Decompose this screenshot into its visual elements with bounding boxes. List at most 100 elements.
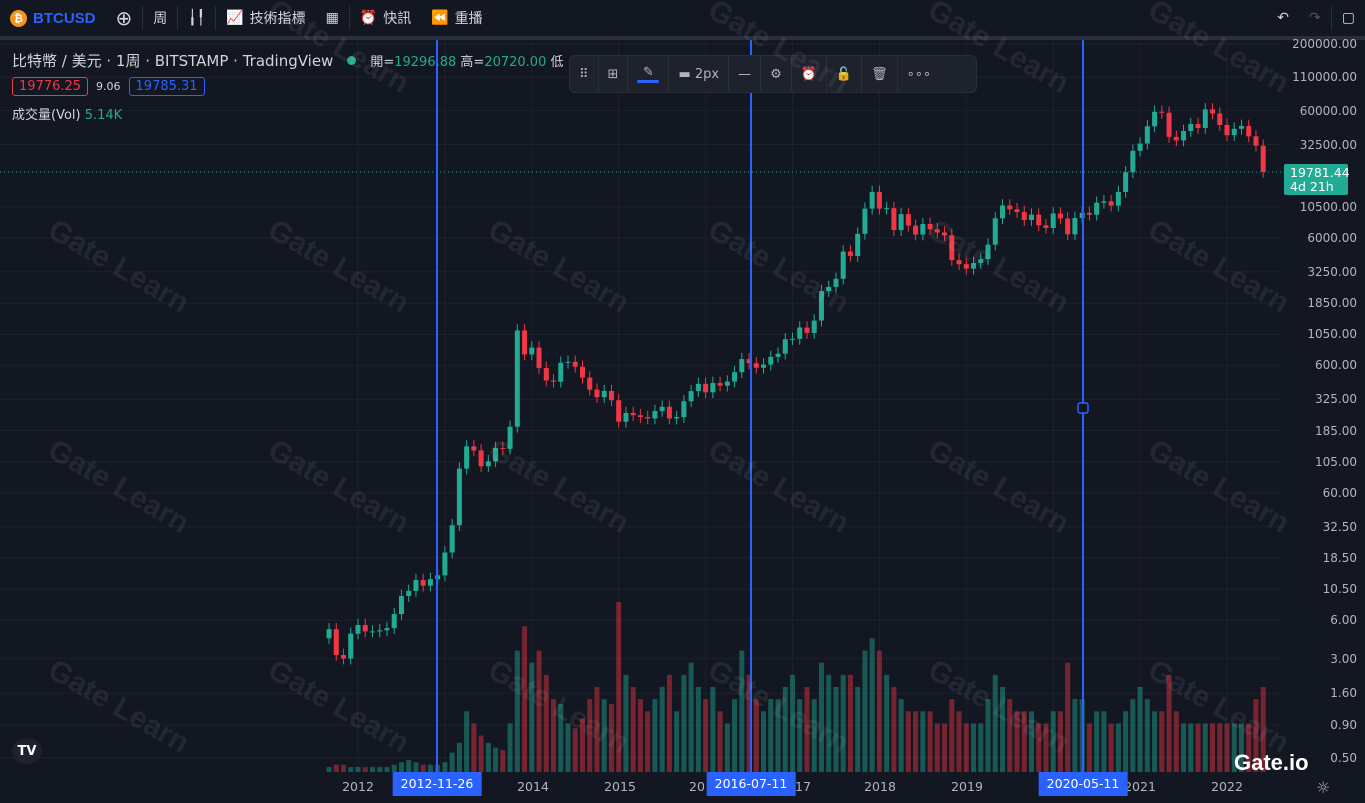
price-tick-label: 325.00 [1315, 392, 1357, 407]
replay-button[interactable]: ⏪ 重播 [421, 0, 492, 36]
candle-body [898, 214, 904, 231]
indicators-button[interactable]: 📈 技術指標 [216, 0, 315, 36]
volume-bar [659, 687, 665, 772]
date-marker: 2020-05-11 [1038, 772, 1128, 796]
volume-bar [710, 687, 716, 772]
candle-body [572, 361, 578, 367]
volume-label: 成交量(Vol) [12, 108, 81, 123]
candle-body [1159, 111, 1165, 113]
candle-body [833, 278, 839, 287]
time-axis[interactable]: 2012 2014 2015 20 17 2018 2019 2021 2022 2012-11-… [0, 772, 1282, 803]
tradingview-logo[interactable]: TV [12, 738, 42, 764]
line-color-button[interactable]: ✎ [628, 56, 670, 92]
volume-bar [884, 674, 890, 772]
buy-button[interactable]: 19785.31 [128, 77, 205, 96]
gear-icon: ⚙ [770, 66, 782, 82]
drag-handle[interactable]: ⠿ [570, 56, 599, 92]
volume-bar [1028, 711, 1034, 772]
candle-body [1072, 217, 1078, 235]
time-tick-label: 2019 [951, 779, 983, 794]
volume-bar [934, 723, 940, 772]
undo-button[interactable]: ↶ [1267, 0, 1299, 36]
volume-bar [847, 674, 853, 772]
drawing-handle[interactable] [1077, 402, 1089, 414]
interval-button[interactable]: 周 [153, 11, 168, 27]
layout-button[interactable]: ▦ [316, 0, 349, 36]
price-chart[interactable] [0, 40, 1282, 772]
more-icon: ∘∘∘ [906, 66, 932, 82]
candle-body [1253, 136, 1259, 146]
candle-body [818, 291, 824, 321]
candle-body [674, 417, 680, 419]
candle-body [391, 614, 397, 629]
candle-body [1202, 109, 1208, 129]
add-alert-button[interactable]: ⏰ [792, 56, 827, 92]
divider [348, 6, 350, 30]
volume-bar [1253, 699, 1259, 772]
undo-icon: ↶ [1277, 10, 1290, 26]
current-price-tag: 19781.44 4d 21h [1284, 164, 1350, 195]
fullscreen-button[interactable]: ▢ [1332, 0, 1365, 36]
volume-bar [384, 767, 390, 772]
volume-bar [898, 699, 904, 772]
candle-body [333, 629, 339, 655]
sell-button[interactable]: 19776.25 [12, 77, 89, 96]
volume-bar [1159, 711, 1165, 772]
candle-body [884, 208, 890, 210]
volume-bar [464, 711, 470, 772]
candle-body [688, 391, 694, 402]
candle-body [587, 377, 593, 390]
line-style-button[interactable]: — [729, 56, 762, 92]
volume-bar [790, 674, 795, 772]
candle-body [913, 225, 919, 235]
volume-bar [666, 674, 672, 772]
candle-body [746, 359, 752, 364]
candle-body [1014, 209, 1020, 213]
chart-type-button[interactable]: ╽╿ [178, 0, 215, 36]
volume-bar [1144, 699, 1150, 772]
template-button[interactable]: ⊞ [599, 56, 629, 92]
top-toolbar: ₿ BTCUSD ⊕ 周 ╽╿ 📈 技術指標 ▦ ⏰ 快訊 ⏪ 重播 ↶ ↷ ▢ [0, 0, 1365, 40]
settings-sun-icon[interactable]: ☼ [1316, 778, 1331, 797]
volume-bar [449, 752, 455, 772]
lock-button[interactable]: 🔓 [827, 56, 863, 92]
grid-icon: ▦ [325, 10, 339, 26]
high-value: 20720.00 [484, 55, 547, 70]
symbol-search[interactable]: ₿ BTCUSD [0, 0, 106, 36]
redo-button[interactable]: ↷ [1299, 0, 1331, 36]
volume-bar [681, 674, 687, 772]
line-width-button[interactable]: ▬ 2px [669, 56, 730, 92]
settings-button[interactable]: ⚙ [761, 56, 792, 92]
candle-body [1123, 172, 1129, 192]
price-tick-label: 32.50 [1322, 519, 1357, 534]
price-axis[interactable]: 200000.00 110000.00 60000.00 32500.00 10500.… [1282, 37, 1365, 772]
candle-body [963, 264, 969, 269]
candle-body [1094, 202, 1100, 215]
candle-body [456, 468, 462, 526]
volume-bar [891, 687, 897, 772]
volume-bar [913, 711, 919, 772]
more-button[interactable]: ∘∘∘ [898, 56, 940, 92]
price-tick-label: 1050.00 [1307, 327, 1357, 342]
candle-body [1101, 201, 1107, 203]
date-marker: 2012-11-26 [392, 772, 482, 796]
grid-plus-icon: ⊞ [607, 66, 619, 82]
candle-body [362, 625, 368, 632]
candle-body [543, 367, 549, 381]
candle-body [862, 208, 868, 234]
alert-button[interactable]: ⏰ 快訊 [350, 0, 421, 36]
volume-bar [362, 767, 368, 772]
volume-bar [949, 699, 955, 772]
delete-button[interactable]: 🗑 [862, 56, 898, 92]
price-tick-label: 60000.00 [1299, 103, 1357, 118]
candle-body [753, 363, 759, 368]
volume-bar [355, 767, 361, 772]
candle-body [761, 364, 767, 368]
volume-bar [761, 711, 767, 772]
candle-body [804, 327, 810, 333]
compare-add-button[interactable]: ⊕ [106, 0, 143, 36]
candle-body [1130, 150, 1136, 173]
price-tick-label: 600.00 [1315, 358, 1357, 373]
candle-body [616, 400, 622, 422]
candle-body [1007, 205, 1013, 210]
